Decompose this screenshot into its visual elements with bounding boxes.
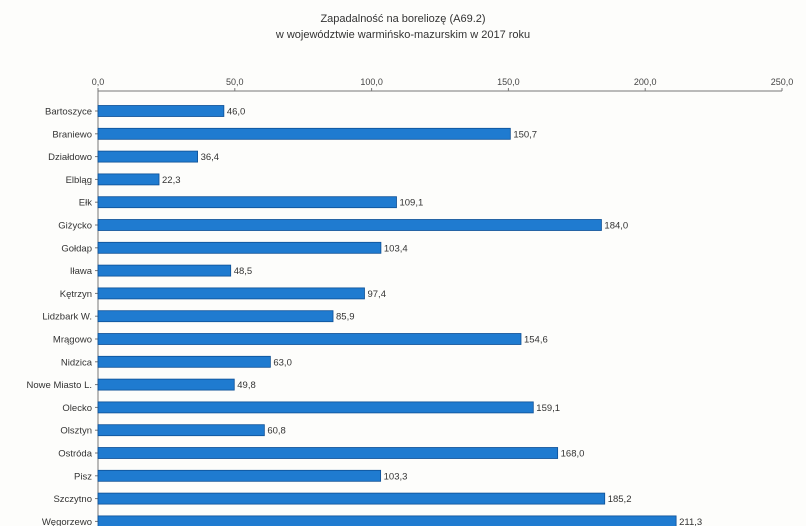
bar — [97, 492, 606, 505]
bar — [97, 401, 534, 414]
bar — [97, 264, 232, 277]
bar — [97, 333, 522, 345]
bar — [97, 150, 198, 163]
category-label: Braniewo — [52, 129, 92, 140]
data-label: 60,8 — [267, 426, 286, 437]
data-label: 109,1 — [399, 198, 423, 209]
data-label: 154,6 — [524, 335, 548, 346]
bar — [97, 378, 235, 391]
data-label: 103,3 — [384, 471, 408, 482]
category-label: Nidzica — [61, 357, 93, 368]
x-tick-label: 150,0 — [497, 77, 520, 87]
bar — [97, 241, 382, 254]
category-label: Węgorzewo — [42, 517, 92, 526]
data-label: 36,4 — [201, 152, 220, 163]
category-label: Szczytno — [53, 494, 92, 505]
bar — [97, 287, 365, 300]
category-label: Ostróda — [58, 449, 93, 460]
bar — [97, 173, 160, 186]
category-label: Ełk — [79, 198, 92, 209]
data-label: 63,0 — [273, 357, 292, 368]
bar — [97, 310, 334, 323]
category-label: Pisz — [74, 471, 92, 482]
category-label: Olsztyn — [60, 426, 92, 437]
category-label: Iława — [70, 266, 93, 277]
x-tick-label: 100,0 — [360, 77, 383, 87]
category-label: Giżycko — [58, 221, 92, 232]
category-label: Lidzbark W. — [42, 312, 92, 323]
chart-title: Zapadalność na boreliozę (A69.2) — [320, 13, 485, 25]
data-label: 168,0 — [561, 449, 585, 460]
category-label: Mrągowo — [53, 335, 92, 346]
category-label: Bartoszyce — [45, 107, 92, 118]
x-tick-label: 50,0 — [226, 77, 244, 87]
x-tick-label: 0,0 — [92, 77, 105, 87]
data-label: 97,4 — [367, 289, 386, 300]
data-label: 48,5 — [234, 266, 253, 277]
bar — [97, 219, 602, 231]
bar — [97, 127, 511, 140]
data-label: 49,8 — [237, 380, 256, 391]
chart-subtitle: w województwie warmińsko-mazurskim w 201… — [275, 29, 530, 41]
bar — [97, 447, 559, 459]
data-label: 159,1 — [536, 403, 560, 414]
data-label: 184,0 — [604, 221, 628, 232]
x-axis: 0,0 50,0 100,0 150,0 200,0 250,0 — [92, 77, 794, 522]
category-label: Gołdap — [61, 243, 92, 254]
data-label: 85,9 — [336, 312, 355, 323]
data-label: 103,4 — [384, 243, 408, 254]
bar — [97, 196, 397, 209]
category-label: Nowe Miasto L. — [27, 380, 92, 391]
bars: Bartoszyce 46,0 Braniewo 150,7 Działdowo 36,4… — [27, 105, 702, 526]
data-label: 46,0 — [227, 107, 246, 118]
bar — [97, 515, 677, 526]
category-label: Olecko — [62, 403, 92, 414]
data-label: 211,3 — [679, 517, 702, 526]
data-label: 150,7 — [513, 129, 537, 140]
x-tick-label: 250,0 — [771, 77, 794, 87]
bar — [97, 105, 225, 117]
category-label: Działdowo — [48, 152, 92, 163]
bar — [97, 469, 382, 482]
category-label: Elbląg — [66, 175, 92, 186]
category-label: Kętrzyn — [60, 289, 92, 300]
data-label: 185,2 — [608, 494, 632, 505]
x-tick-label: 200,0 — [634, 77, 657, 87]
data-label: 22,3 — [162, 175, 181, 186]
bar — [97, 424, 265, 437]
bar — [97, 355, 271, 368]
